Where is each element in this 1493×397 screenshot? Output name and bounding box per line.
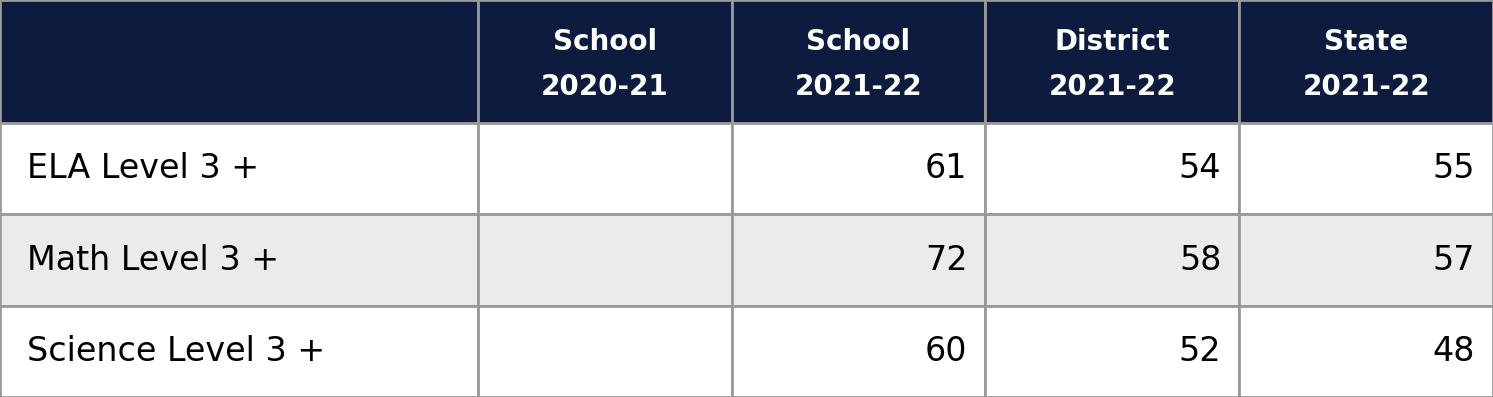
Text: 55: 55: [1433, 152, 1475, 185]
Bar: [985, 214, 1239, 306]
Text: State: State: [1324, 28, 1408, 56]
Text: 61: 61: [926, 152, 967, 185]
Bar: [478, 306, 732, 397]
Text: Science Level 3 +: Science Level 3 +: [27, 335, 325, 368]
Bar: [1239, 0, 1493, 123]
Text: District: District: [1054, 28, 1171, 56]
Bar: [985, 123, 1239, 214]
Text: 54: 54: [1179, 152, 1221, 185]
Bar: [478, 0, 732, 123]
Text: 57: 57: [1433, 243, 1475, 277]
Bar: [478, 214, 732, 306]
Bar: [1239, 214, 1493, 306]
Bar: [0, 214, 478, 306]
Bar: [1239, 123, 1493, 214]
Text: 58: 58: [1179, 243, 1221, 277]
Bar: [0, 306, 478, 397]
Bar: [0, 123, 478, 214]
Bar: [478, 123, 732, 214]
Text: School: School: [552, 28, 657, 56]
Text: 72: 72: [924, 243, 967, 277]
Bar: [985, 306, 1239, 397]
Bar: [732, 214, 985, 306]
Text: Math Level 3 +: Math Level 3 +: [27, 243, 279, 277]
Bar: [732, 0, 985, 123]
Text: ELA Level 3 +: ELA Level 3 +: [27, 152, 258, 185]
Text: 2021-22: 2021-22: [794, 73, 923, 101]
Text: 2021-22: 2021-22: [1302, 73, 1430, 101]
Bar: [732, 306, 985, 397]
Bar: [1239, 306, 1493, 397]
Bar: [985, 0, 1239, 123]
Text: 60: 60: [926, 335, 967, 368]
Text: 48: 48: [1433, 335, 1475, 368]
Text: 52: 52: [1178, 335, 1221, 368]
Bar: [732, 123, 985, 214]
Text: 2021-22: 2021-22: [1048, 73, 1176, 101]
Bar: [0, 0, 478, 123]
Text: 2020-21: 2020-21: [540, 73, 669, 101]
Text: School: School: [806, 28, 911, 56]
